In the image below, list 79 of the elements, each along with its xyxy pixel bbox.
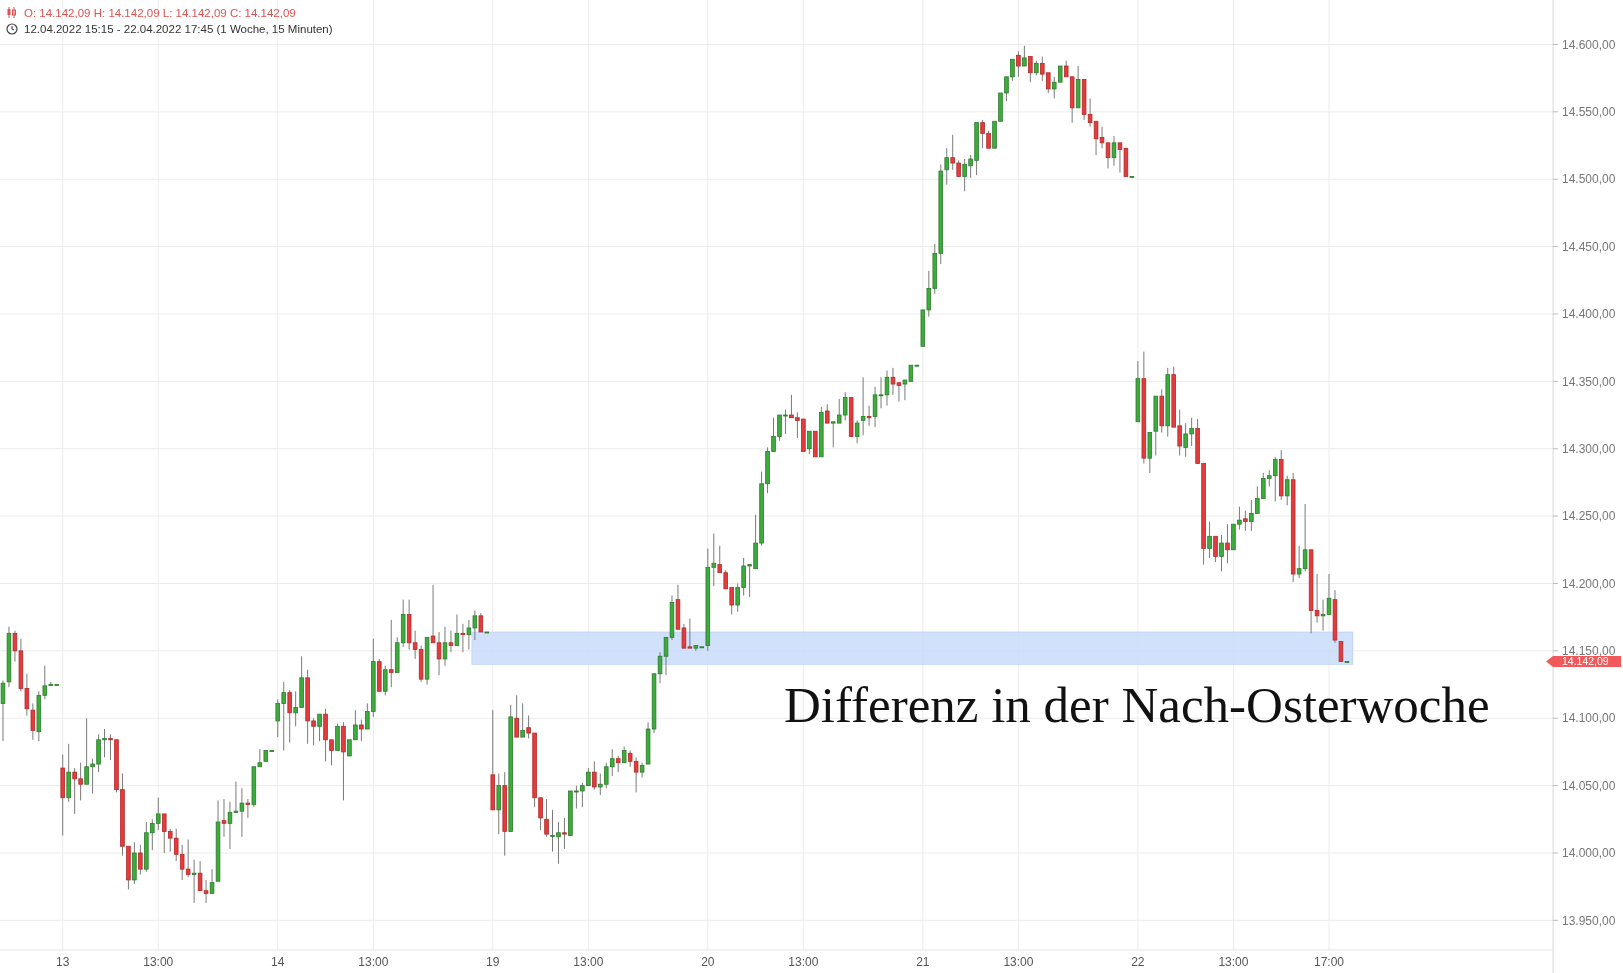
candlestick [1135, 360, 1141, 423]
candlestick [1016, 50, 1021, 78]
y-tick-label: 14.600,00 [1562, 37, 1616, 52]
candlestick [1332, 589, 1338, 644]
x-tick-label: 17:00 [1313, 955, 1345, 969]
candlestick [1028, 56, 1033, 83]
candlestick [341, 721, 346, 801]
candlestick [1075, 65, 1081, 109]
y-tick-label: 14.050,00 [1562, 778, 1616, 793]
candlestick [1159, 388, 1165, 434]
y-tick-label: 14.400,00 [1562, 307, 1616, 322]
candlestick [1022, 45, 1027, 67]
candlestick [502, 771, 507, 857]
y-tick-label: 14.250,00 [1562, 509, 1616, 524]
candlestick [317, 713, 322, 742]
candlestick [819, 406, 824, 458]
candlestick [848, 397, 854, 437]
candlestick [484, 631, 490, 634]
y-tick-label: 14.000,00 [1562, 846, 1616, 861]
text: O: 14.142,09 H: 14.142,09 L: 14.142,09 C: 14.142,09 [24, 7, 296, 19]
candlestick [944, 147, 949, 186]
candlestick [813, 430, 818, 458]
candlestick [6, 626, 12, 688]
y-tick-label: 14.450,00 [1562, 239, 1616, 254]
candlestick [520, 702, 525, 738]
x-tick-label: 13:00 [358, 955, 389, 969]
y-tick-label: 14.100,00 [1562, 711, 1616, 726]
candlestick [215, 799, 221, 882]
x-tick-label: 14 [271, 955, 285, 969]
x-tick-label: 13:00 [1218, 955, 1249, 969]
candlestick [854, 419, 860, 444]
candlestick [1213, 535, 1218, 563]
x-tick-label: 13:00 [143, 955, 174, 969]
candlestick [562, 817, 567, 850]
candlestick [191, 859, 197, 904]
candlestick [448, 630, 454, 653]
y-tick-label: 14.200,00 [1562, 576, 1616, 591]
candlestick [866, 405, 872, 427]
x-tick-label: 13 [56, 955, 70, 969]
x-tick-label: 19 [486, 955, 500, 969]
y-tick-label: 14.350,00 [1562, 374, 1616, 389]
candlestick [1141, 351, 1147, 465]
candlestick [514, 694, 519, 738]
x-tick-label: 20 [701, 955, 715, 969]
x-tick-label: 21 [916, 955, 930, 969]
candlestick [424, 636, 430, 686]
candlestick [639, 762, 645, 779]
candlestick [221, 798, 227, 838]
annotation: Differenz in der Nach-Osterwoche [784, 677, 1490, 733]
candlestick [807, 430, 812, 455]
candlestick [1225, 523, 1230, 564]
candlestick [442, 626, 448, 667]
candlestick [245, 798, 251, 819]
candlestick [66, 743, 71, 803]
candlestick [1338, 641, 1344, 662]
candlestick [388, 619, 394, 688]
text: 12.04.2022 15:15 - 22.04.2022 17:45 (1 Woche, 15 Minuten) [24, 23, 333, 35]
candlestick [860, 376, 866, 436]
x-tick-label: 13:00 [788, 955, 819, 969]
candlestick [1147, 432, 1153, 474]
y-tick-label: 14.300,00 [1562, 441, 1616, 456]
x-tick-label: 13:00 [1003, 955, 1034, 969]
candlestick [454, 613, 460, 646]
candlestick [1111, 135, 1117, 167]
candlestick [460, 623, 466, 653]
candlestick [496, 772, 501, 835]
candlestick [508, 704, 513, 832]
candlestick [0, 680, 6, 742]
candlestick [1153, 395, 1159, 456]
y-tick-label: 13.950,00 [1562, 913, 1616, 928]
candlestick [1207, 520, 1212, 559]
candlestick [209, 868, 215, 894]
y-tick-label: 14.550,00 [1562, 105, 1616, 120]
candlestick [490, 709, 496, 811]
candlestick [30, 702, 36, 741]
candlestick [60, 754, 65, 836]
y-tick-label: 14.500,00 [1562, 172, 1616, 187]
x-tick-label: 22 [1131, 955, 1145, 969]
x-tick-label: 13:00 [573, 955, 604, 969]
